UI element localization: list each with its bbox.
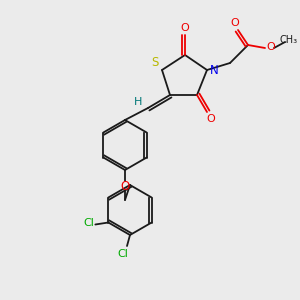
Text: H: H bbox=[134, 97, 142, 107]
Text: Cl: Cl bbox=[118, 249, 128, 259]
Text: Cl: Cl bbox=[83, 218, 94, 229]
Text: O: O bbox=[181, 23, 189, 33]
Text: O: O bbox=[120, 181, 130, 194]
Text: O: O bbox=[267, 42, 275, 52]
Text: CH₃: CH₃ bbox=[280, 35, 298, 45]
Text: S: S bbox=[151, 56, 159, 70]
Text: O: O bbox=[207, 114, 215, 124]
Text: N: N bbox=[210, 64, 218, 76]
Text: O: O bbox=[231, 18, 239, 28]
